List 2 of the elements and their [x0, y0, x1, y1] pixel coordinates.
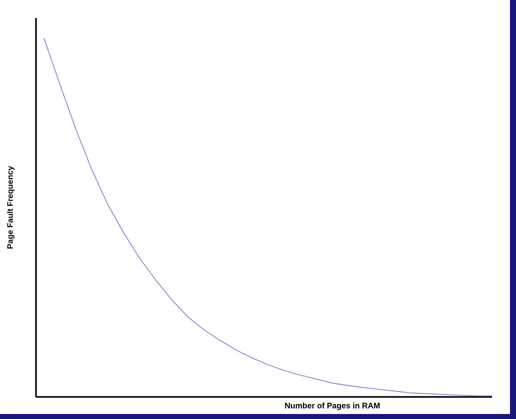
y-axis-title: Page Fault Frequency	[6, 166, 14, 249]
x-axis-title: Number of Pages in RAM	[285, 402, 380, 410]
